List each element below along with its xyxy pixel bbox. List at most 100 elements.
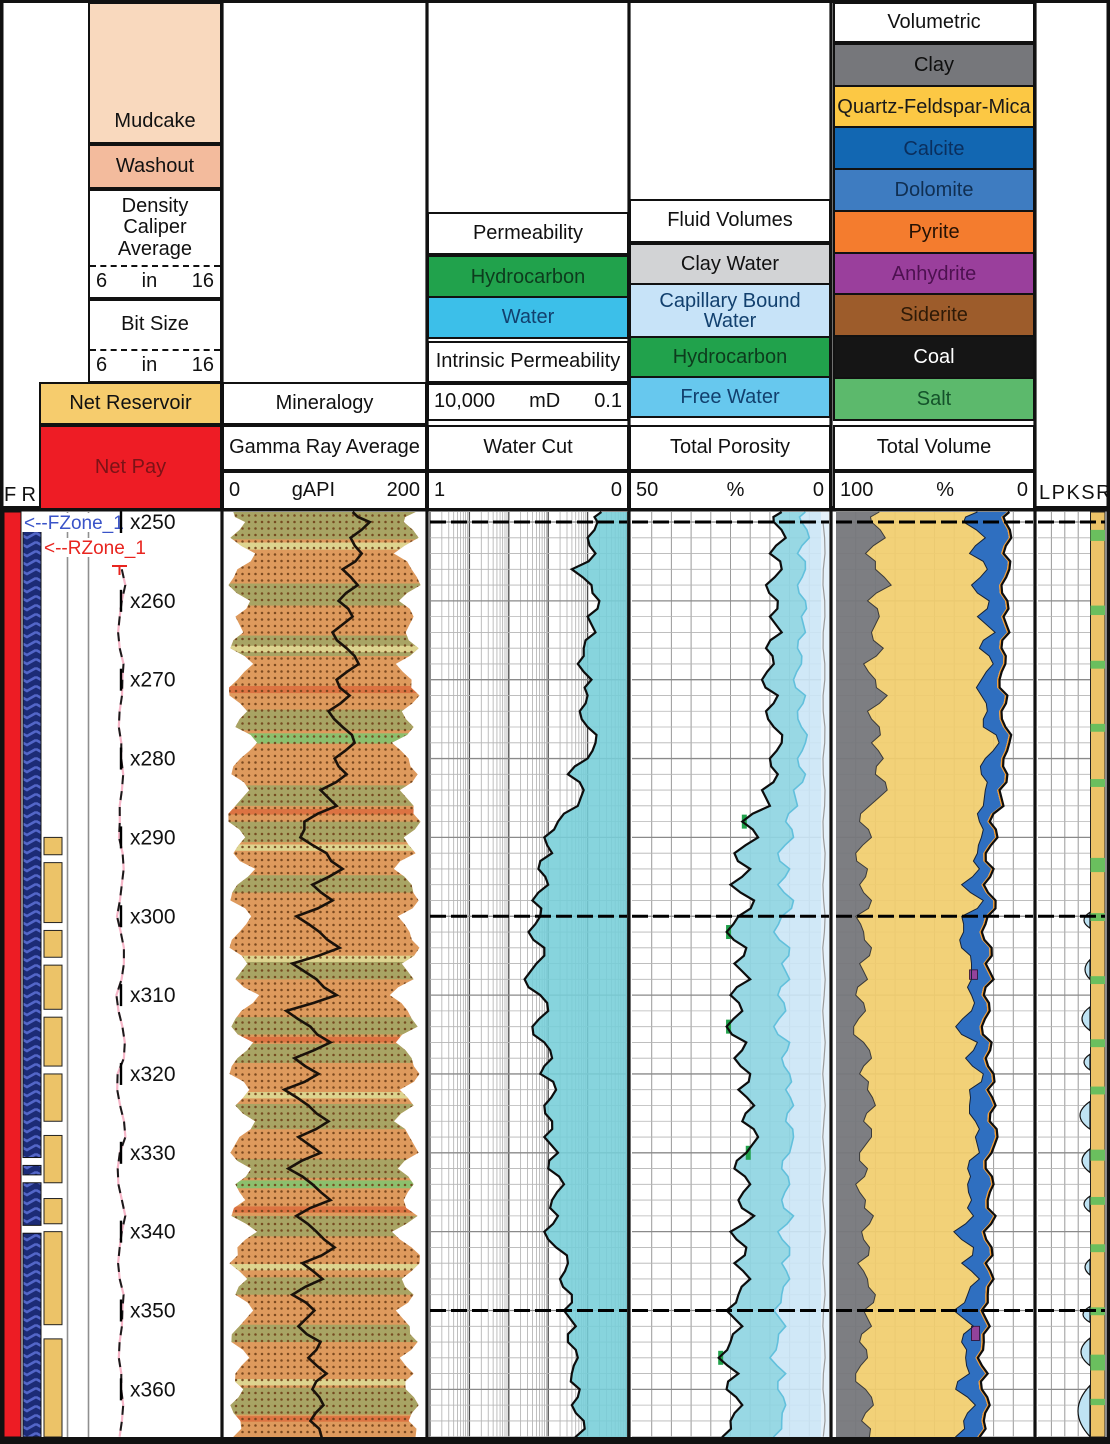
water-cut-label: Water Cut [483, 436, 573, 459]
depth-label: x330 [130, 1142, 176, 1165]
volumetric-title-label: Volumetric [887, 10, 981, 33]
mudcake-legend: Mudcake [88, 2, 222, 144]
depth-label: x290 [130, 826, 176, 849]
por-scale-unit: % [726, 478, 745, 501]
fluid-legend-clay-water: Clay Water [629, 243, 831, 285]
depth-label: x250 [130, 511, 176, 534]
depth-label: x350 [130, 1300, 176, 1323]
vol-scale-max: 0 [1016, 478, 1028, 501]
caliper-scale: 6 in 16 [90, 267, 220, 297]
wc-scale-min: 1 [434, 478, 446, 501]
depth-label: x340 [130, 1221, 176, 1244]
fluid-legend-free-water: Free Water [629, 375, 831, 418]
por-scale-max: 0 [812, 478, 824, 501]
vol-legend-siderite: Siderite [833, 293, 1035, 338]
density-caliper-box: Density Caliper Average 6 in 16 [88, 189, 222, 299]
depth-label: x310 [130, 984, 176, 1007]
depth-axis: x250 x260 x270 x280 x290 x300 x310 x320 x330 x340… [119, 511, 176, 1401]
vol-legend-dolomite: Dolomite [833, 168, 1035, 213]
total-volume-scale: 100 % 0 [833, 471, 1035, 510]
intrinsic-permeability-scale: 10,000 mD 0.1 [427, 383, 629, 421]
perm-scale-min: 10,000 [434, 390, 496, 413]
f-flag-label: F [4, 484, 17, 506]
volumetric-legend: Clay Quartz-Feldspar-Mica Calcite Dolomite P… [833, 43, 1035, 421]
bit-size-scale-max: 16 [191, 354, 214, 377]
perm-scale-max: 0.1 [594, 390, 622, 413]
depth-label: x300 [130, 905, 176, 928]
bit-size-scale-min: 6 [96, 354, 108, 377]
bit-size-scale-divider [90, 349, 220, 351]
perm-scale-unit: mD [529, 390, 561, 413]
vol-legend-calcite: Calcite [833, 126, 1035, 171]
fluid-volumes-legend: Clay Water Capillary Bound Water Hydrocarb… [629, 243, 831, 421]
bit-size-label: Bit Size [121, 313, 189, 336]
r-flag-label: R [21, 484, 36, 506]
fzone-label: <--FZone_1 [24, 513, 124, 534]
gamma-ray-scale: 0 gAPI 200 [222, 471, 427, 510]
fluid-volumes-title-label: Fluid Volumes [667, 209, 793, 232]
volumetric-title: Volumetric [833, 2, 1035, 43]
gr-scale-max: 200 [386, 478, 420, 501]
vol-legend-quartz-feldspar-mica: Quartz-Feldspar-Mica [833, 84, 1035, 129]
depth-label: x270 [130, 669, 176, 692]
gr-scale-min: 0 [229, 478, 241, 501]
caliper-scale-unit: in [141, 270, 158, 293]
net-pay-legend: Net Pay [39, 425, 222, 510]
total-porosity-track [632, 511, 829, 1438]
flag-column-header: F R [4, 484, 36, 507]
vol-legend-anhydrite: Anhydrite [833, 251, 1035, 296]
permeability-legend: Hydrocarbon Water [427, 255, 629, 341]
washout-label: Washout [115, 154, 195, 177]
permeability-title: Permeability [427, 212, 629, 255]
gamma-ray-label: Gamma Ray Average [229, 436, 420, 459]
vol-legend-salt: Salt [833, 376, 1035, 421]
mineralogy-title-label: Mineralogy [275, 391, 374, 414]
gamma-ray-title: Gamma Ray Average [222, 425, 427, 471]
caliper-scale-min: 6 [96, 270, 108, 293]
total-volume-track [836, 511, 1033, 1438]
bit-size-scale-unit: in [141, 354, 158, 377]
vol-scale-unit: % [936, 478, 955, 501]
flag-depth-track: <--FZone_1 <--RZone_1 [3, 511, 152, 1438]
total-volume-title: Total Volume [833, 425, 1035, 471]
vol-scale-min: 100 [840, 478, 874, 501]
net-reservoir-label: Net Reservoir [69, 391, 192, 414]
caliper-scale-max: 16 [191, 270, 214, 293]
mudcake-label: Mudcake [114, 110, 196, 133]
total-porosity-label: Total Porosity [669, 436, 791, 459]
lpksr-flag-track [1038, 511, 1106, 1439]
gr-scale-unit: gAPI [291, 478, 336, 501]
fluid-volumes-title: Fluid Volumes [629, 199, 831, 243]
total-porosity-title: Total Porosity [629, 425, 831, 471]
intrinsic-permeability-title: Intrinsic Permeability [427, 341, 629, 383]
depth-label: x320 [130, 1063, 176, 1086]
water-cut-scale: 1 0 [427, 471, 629, 510]
perm-legend-hydrocarbon: Hydrocarbon [427, 255, 629, 298]
depth-label: x280 [130, 748, 176, 771]
total-porosity-scale: 50 % 0 [629, 471, 831, 510]
bit-size-scale: 6 in 16 [90, 351, 220, 381]
perm-legend-water: Water [427, 295, 629, 339]
flag-track-header: LPKSR [1039, 482, 1110, 504]
vol-legend-pyrite: Pyrite [833, 209, 1035, 255]
net-pay-label: Net Pay [94, 455, 167, 478]
wc-scale-max: 0 [610, 478, 622, 501]
density-caliper-label: Density Caliper Average [117, 194, 193, 260]
mineralogy-title: Mineralogy [222, 382, 427, 425]
water-cut-track [429, 511, 628, 1438]
depth-label: x360 [130, 1378, 176, 1401]
rzone-label: <--RZone_1 [44, 538, 146, 559]
intrinsic-permeability-label: Intrinsic Permeability [435, 350, 621, 373]
fluid-legend-hydrocarbon: Hydrocarbon [629, 336, 831, 378]
washout-legend: Washout [88, 144, 222, 189]
water-cut-title: Water Cut [427, 425, 629, 471]
vol-legend-clay: Clay [833, 43, 1035, 88]
fluid-legend-capillary-bound-water: Capillary Bound Water [629, 282, 831, 339]
por-scale-min: 50 [636, 478, 659, 501]
depth-label: x260 [130, 590, 176, 613]
vol-legend-coal: Coal [833, 335, 1035, 380]
permeability-title-label: Permeability [472, 221, 584, 244]
total-volume-label: Total Volume [876, 436, 992, 459]
caliper-scale-divider [90, 265, 220, 267]
